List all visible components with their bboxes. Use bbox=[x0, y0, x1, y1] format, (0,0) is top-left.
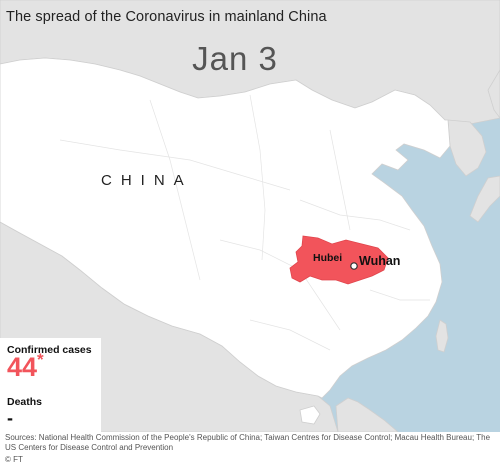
date-label: Jan 3 bbox=[192, 40, 278, 77]
china-land bbox=[0, 57, 451, 399]
neighbor-land-southeast bbox=[335, 397, 399, 432]
confirmed-cases-label: Confirmed cases bbox=[7, 344, 92, 356]
deaths-label: Deaths bbox=[7, 396, 43, 408]
hainan-island bbox=[299, 405, 321, 425]
wuhan-marker bbox=[350, 262, 358, 270]
hubei-province bbox=[289, 235, 389, 285]
neighbor-land-korea bbox=[447, 119, 487, 177]
ft-credit: © FT bbox=[5, 455, 23, 464]
confirmed-cases-marker: * bbox=[37, 350, 44, 369]
taiwan-island bbox=[435, 319, 449, 353]
confirmed-cases-number: 44 bbox=[7, 352, 38, 382]
city-label: Wuhan bbox=[359, 254, 401, 268]
neighbor-land-japan bbox=[469, 69, 500, 223]
province-label: Hubei bbox=[313, 252, 343, 264]
stats-panel: Confirmed cases 44* Deaths - bbox=[0, 338, 101, 432]
deaths-value: - bbox=[7, 408, 13, 428]
map: The spread of the Coronavirus in mainlan… bbox=[0, 0, 500, 432]
map-title: The spread of the Coronavirus in mainlan… bbox=[6, 9, 327, 25]
sources-note: Sources: National Health Commission of t… bbox=[5, 433, 491, 452]
confirmed-cases-value: 44* bbox=[7, 350, 44, 383]
country-label: CHINA bbox=[101, 172, 193, 189]
